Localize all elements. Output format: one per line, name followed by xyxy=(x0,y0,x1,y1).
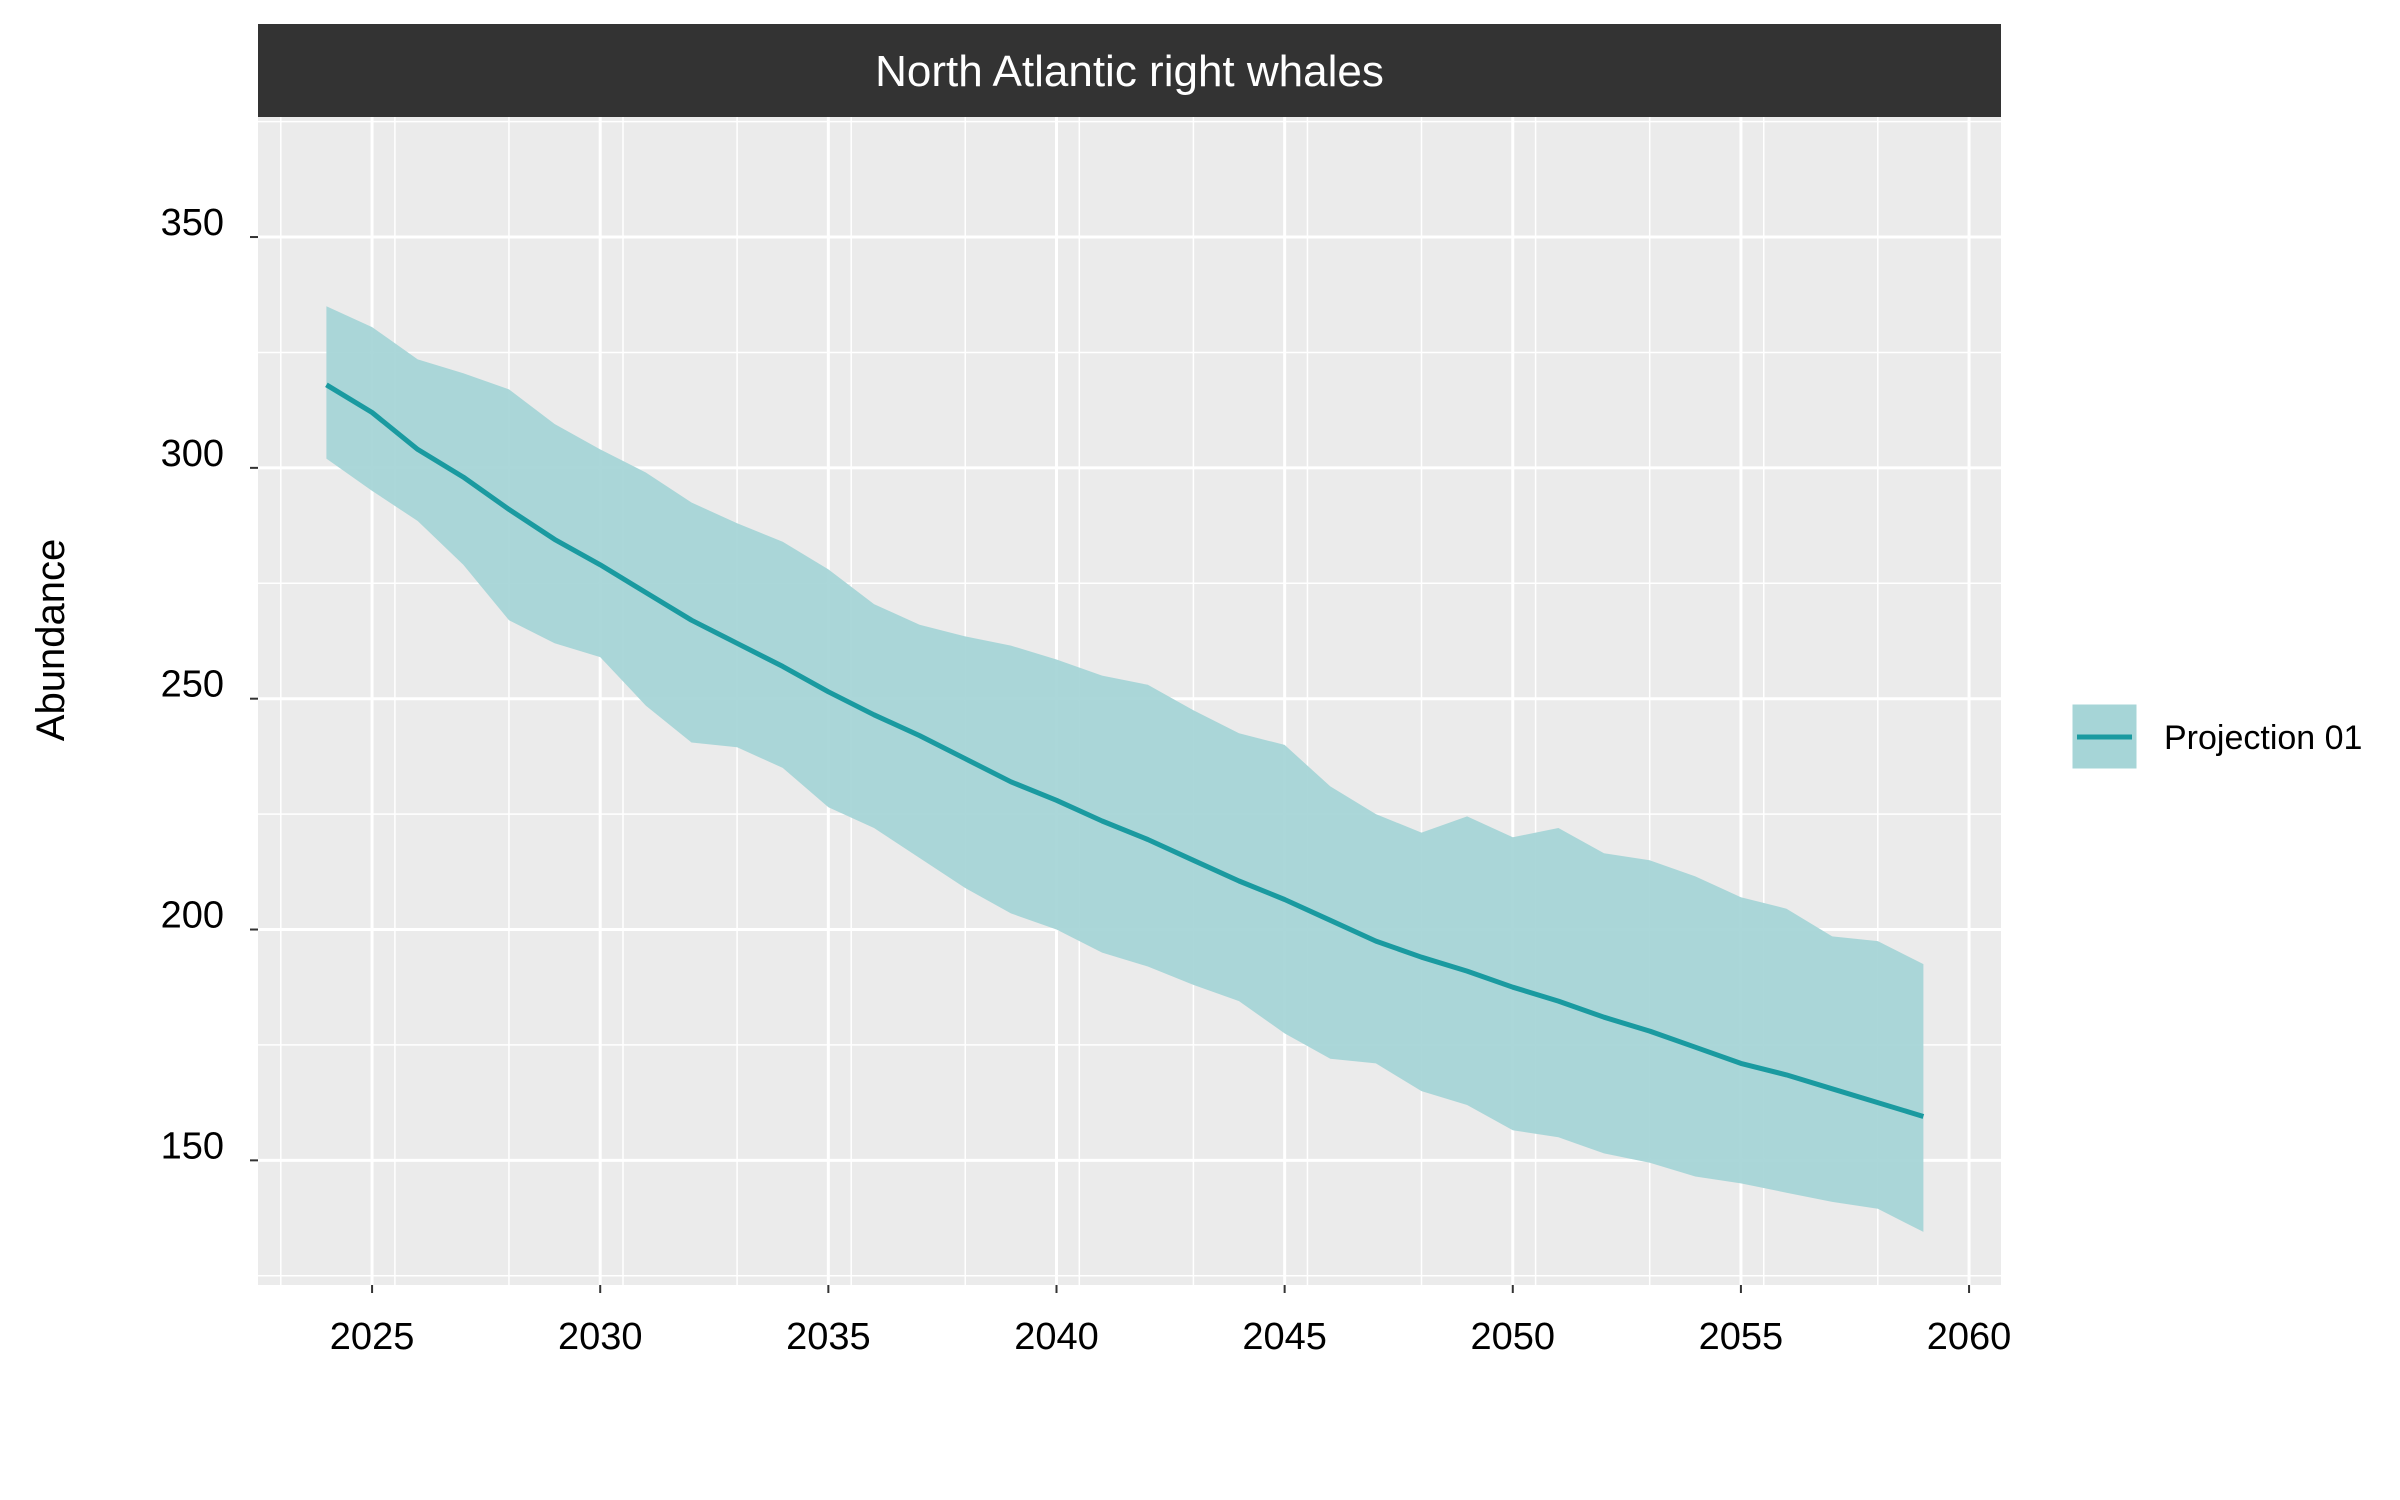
facet-strip-background xyxy=(258,24,2001,117)
y-tick-label: 350 xyxy=(161,202,224,244)
legend-label: Projection 01 xyxy=(2164,719,2362,757)
x-tick-label: 2025 xyxy=(330,1316,415,1358)
y-tick-label: 150 xyxy=(161,1125,224,1167)
y-tick-label: 200 xyxy=(161,895,224,937)
x-tick-label: 2060 xyxy=(1927,1316,2012,1358)
x-tick-label: 2055 xyxy=(1699,1316,1784,1358)
confidence-ribbon xyxy=(326,306,1924,1232)
mean-line xyxy=(325,382,1925,1119)
x-tick-label: 2045 xyxy=(1242,1316,1327,1358)
x-tick-label: 2030 xyxy=(558,1316,643,1358)
y-tick-label: 250 xyxy=(161,664,224,706)
x-tick-label: 2035 xyxy=(786,1316,871,1358)
chart-title: North Atlantic right whales xyxy=(875,47,1384,96)
y-axis-label: Abundance xyxy=(29,539,73,741)
legend: Projection 01 xyxy=(2069,701,2362,772)
x-tick-label: 2040 xyxy=(1014,1316,1099,1358)
facet-strip: North Atlantic right whales xyxy=(258,24,2001,117)
axes: 2025 2030 2035 2040 2045 2050 2055 2060 150 200 25… xyxy=(161,202,2012,1358)
y-tick-label: 300 xyxy=(161,433,224,475)
series-layer xyxy=(325,306,1925,1232)
x-tick-label: 2050 xyxy=(1471,1316,1556,1358)
